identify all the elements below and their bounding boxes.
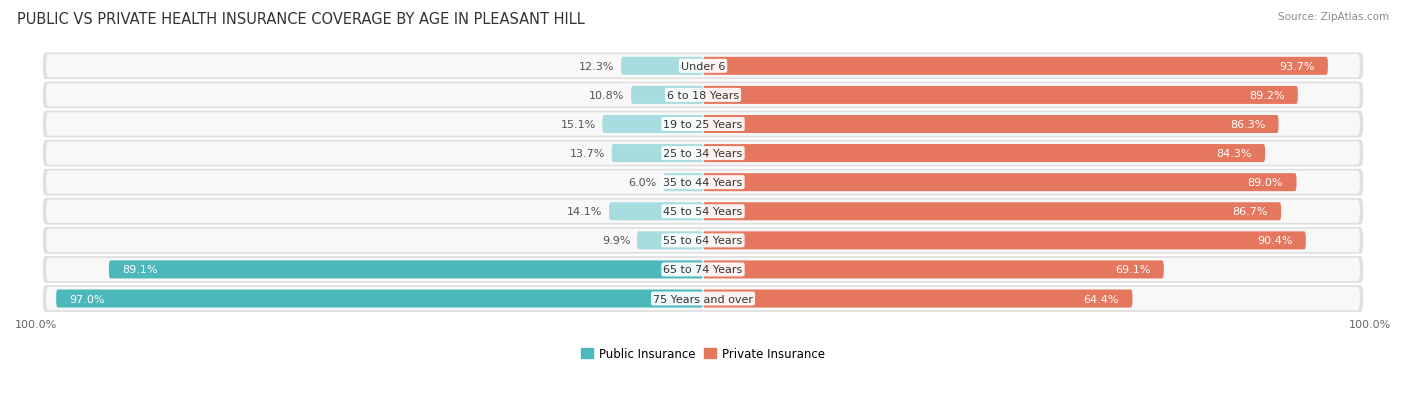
FancyBboxPatch shape bbox=[46, 258, 1360, 281]
Text: 12.3%: 12.3% bbox=[579, 62, 614, 71]
Text: 84.3%: 84.3% bbox=[1216, 149, 1251, 159]
Text: Under 6: Under 6 bbox=[681, 62, 725, 71]
FancyBboxPatch shape bbox=[609, 203, 703, 221]
Legend: Public Insurance, Private Insurance: Public Insurance, Private Insurance bbox=[576, 342, 830, 365]
FancyBboxPatch shape bbox=[703, 261, 1164, 279]
FancyBboxPatch shape bbox=[46, 200, 1360, 223]
FancyBboxPatch shape bbox=[42, 169, 1364, 196]
FancyBboxPatch shape bbox=[703, 203, 1281, 221]
Text: 14.1%: 14.1% bbox=[567, 207, 602, 217]
Text: 89.2%: 89.2% bbox=[1249, 91, 1285, 101]
Text: 65 to 74 Years: 65 to 74 Years bbox=[664, 265, 742, 275]
FancyBboxPatch shape bbox=[42, 256, 1364, 283]
FancyBboxPatch shape bbox=[42, 112, 1364, 138]
Text: 97.0%: 97.0% bbox=[69, 294, 105, 304]
FancyBboxPatch shape bbox=[631, 87, 703, 104]
Text: 13.7%: 13.7% bbox=[569, 149, 605, 159]
FancyBboxPatch shape bbox=[46, 84, 1360, 107]
FancyBboxPatch shape bbox=[46, 229, 1360, 252]
FancyBboxPatch shape bbox=[56, 290, 703, 308]
Text: 86.7%: 86.7% bbox=[1232, 207, 1268, 217]
Text: 64.4%: 64.4% bbox=[1084, 294, 1119, 304]
FancyBboxPatch shape bbox=[703, 58, 1327, 76]
Text: 6.0%: 6.0% bbox=[628, 178, 657, 188]
Text: 45 to 54 Years: 45 to 54 Years bbox=[664, 207, 742, 217]
Text: 55 to 64 Years: 55 to 64 Years bbox=[664, 236, 742, 246]
FancyBboxPatch shape bbox=[42, 53, 1364, 80]
Text: PUBLIC VS PRIVATE HEALTH INSURANCE COVERAGE BY AGE IN PLEASANT HILL: PUBLIC VS PRIVATE HEALTH INSURANCE COVER… bbox=[17, 12, 585, 27]
Text: 93.7%: 93.7% bbox=[1279, 62, 1315, 71]
Text: 9.9%: 9.9% bbox=[602, 236, 630, 246]
FancyBboxPatch shape bbox=[703, 174, 1296, 192]
FancyBboxPatch shape bbox=[703, 290, 1132, 308]
Text: 25 to 34 Years: 25 to 34 Years bbox=[664, 149, 742, 159]
FancyBboxPatch shape bbox=[664, 174, 703, 192]
FancyBboxPatch shape bbox=[42, 140, 1364, 167]
FancyBboxPatch shape bbox=[637, 232, 703, 250]
Text: 89.0%: 89.0% bbox=[1247, 178, 1284, 188]
FancyBboxPatch shape bbox=[703, 87, 1298, 104]
Text: Source: ZipAtlas.com: Source: ZipAtlas.com bbox=[1278, 12, 1389, 22]
FancyBboxPatch shape bbox=[46, 287, 1360, 311]
FancyBboxPatch shape bbox=[703, 232, 1306, 250]
Text: 10.8%: 10.8% bbox=[589, 91, 624, 101]
Text: 6 to 18 Years: 6 to 18 Years bbox=[666, 91, 740, 101]
FancyBboxPatch shape bbox=[602, 116, 703, 134]
FancyBboxPatch shape bbox=[46, 171, 1360, 195]
FancyBboxPatch shape bbox=[42, 198, 1364, 225]
Text: 86.3%: 86.3% bbox=[1230, 120, 1265, 130]
Text: 15.1%: 15.1% bbox=[561, 120, 596, 130]
Text: 19 to 25 Years: 19 to 25 Years bbox=[664, 120, 742, 130]
FancyBboxPatch shape bbox=[703, 145, 1265, 163]
FancyBboxPatch shape bbox=[612, 145, 703, 163]
FancyBboxPatch shape bbox=[108, 261, 703, 279]
Text: 90.4%: 90.4% bbox=[1257, 236, 1292, 246]
Text: 75 Years and over: 75 Years and over bbox=[652, 294, 754, 304]
FancyBboxPatch shape bbox=[42, 285, 1364, 312]
FancyBboxPatch shape bbox=[42, 228, 1364, 254]
Text: 89.1%: 89.1% bbox=[122, 265, 157, 275]
Text: 35 to 44 Years: 35 to 44 Years bbox=[664, 178, 742, 188]
FancyBboxPatch shape bbox=[46, 55, 1360, 78]
FancyBboxPatch shape bbox=[703, 116, 1278, 134]
FancyBboxPatch shape bbox=[621, 58, 703, 76]
FancyBboxPatch shape bbox=[42, 82, 1364, 109]
FancyBboxPatch shape bbox=[46, 113, 1360, 136]
FancyBboxPatch shape bbox=[46, 142, 1360, 165]
Text: 69.1%: 69.1% bbox=[1115, 265, 1150, 275]
